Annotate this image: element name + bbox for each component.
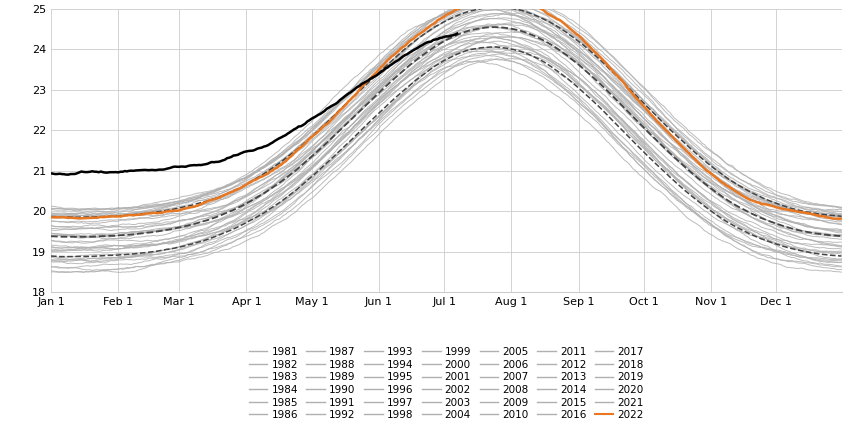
Legend: 1981, 1982, 1983, 1984, 1985, 1986, 1987, 1988, 1989, 1990, 1991, 1992, 1993, 19: 1981, 1982, 1983, 1984, 1985, 1986, 1987… [244,343,648,424]
